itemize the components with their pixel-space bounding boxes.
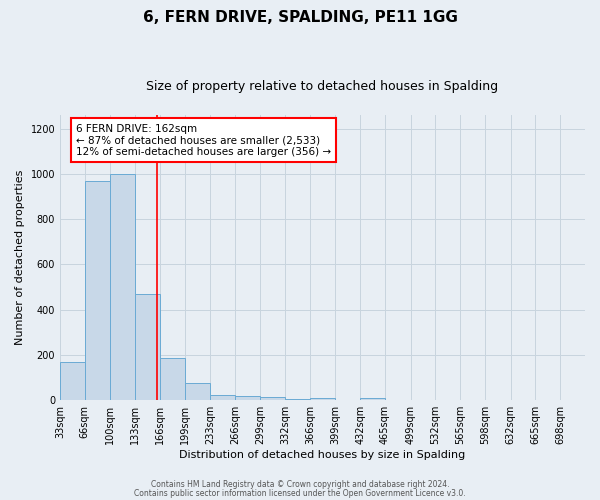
Bar <box>235 396 260 400</box>
Bar <box>135 294 160 400</box>
Text: Contains HM Land Registry data © Crown copyright and database right 2024.: Contains HM Land Registry data © Crown c… <box>151 480 449 489</box>
Text: Contains public sector information licensed under the Open Government Licence v3: Contains public sector information licen… <box>134 488 466 498</box>
Title: Size of property relative to detached houses in Spalding: Size of property relative to detached ho… <box>146 80 499 93</box>
Text: 6 FERN DRIVE: 162sqm
← 87% of detached houses are smaller (2,533)
12% of semi-de: 6 FERN DRIVE: 162sqm ← 87% of detached h… <box>76 124 331 157</box>
Bar <box>285 399 310 400</box>
Bar <box>110 174 135 400</box>
Y-axis label: Number of detached properties: Number of detached properties <box>15 170 25 346</box>
Bar <box>185 383 211 400</box>
Bar <box>211 394 235 400</box>
X-axis label: Distribution of detached houses by size in Spalding: Distribution of detached houses by size … <box>179 450 466 460</box>
Bar <box>360 398 385 400</box>
Bar <box>160 358 185 400</box>
Text: 6, FERN DRIVE, SPALDING, PE11 1GG: 6, FERN DRIVE, SPALDING, PE11 1GG <box>143 10 457 25</box>
Bar <box>260 397 285 400</box>
Bar <box>310 398 335 400</box>
Bar <box>85 180 110 400</box>
Bar <box>60 362 85 400</box>
